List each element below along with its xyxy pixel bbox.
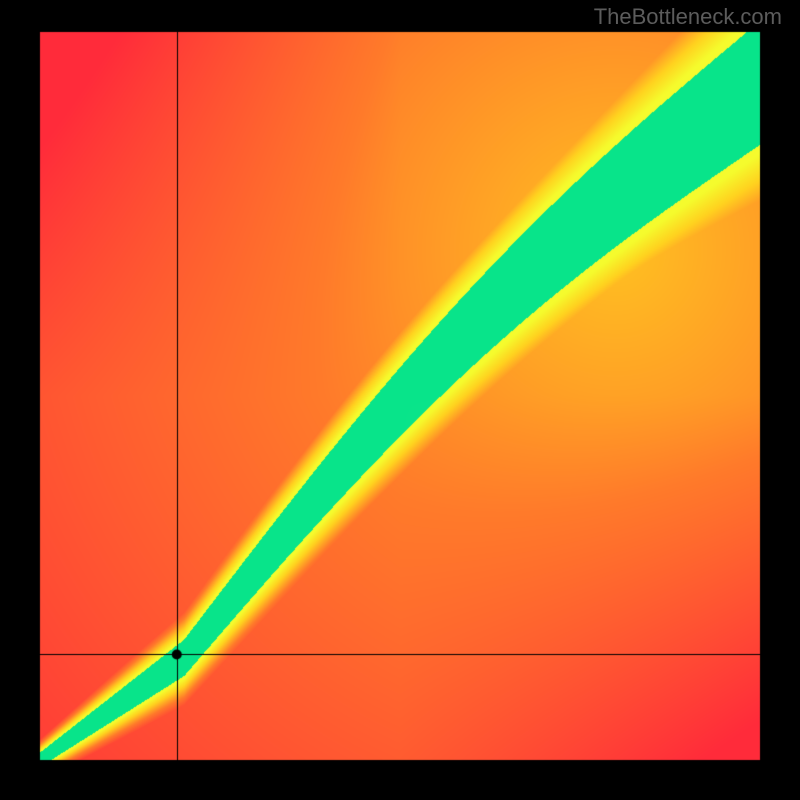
- bottleneck-heatmap-canvas: [0, 0, 800, 800]
- chart-container: TheBottleneck.com: [0, 0, 800, 800]
- attribution-label: TheBottleneck.com: [594, 4, 782, 30]
